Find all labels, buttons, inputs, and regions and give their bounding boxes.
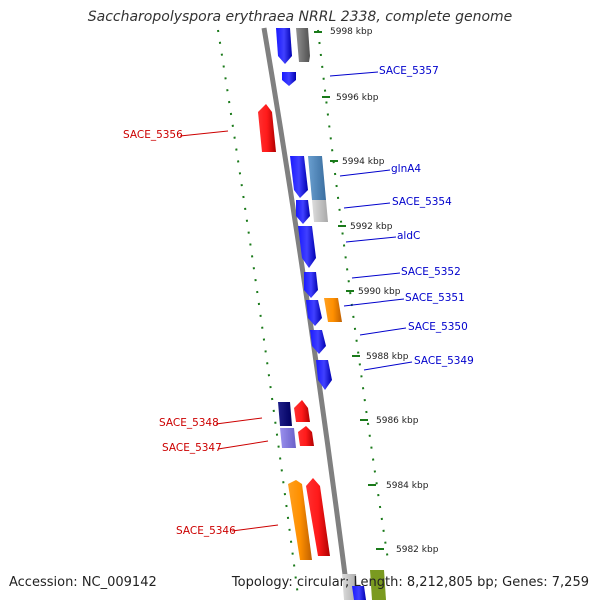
gene-label[interactable]: SACE_5354 <box>392 196 452 208</box>
gene-arrow[interactable] <box>296 28 310 62</box>
gene-label[interactable]: SACE_5356 <box>123 129 183 141</box>
gene-labels-left: SACE_5356 SACE_5348 SACE_5347 SACE_5346 <box>123 129 236 537</box>
gene-arrow[interactable] <box>306 478 330 556</box>
kbp-label: 5996 kbp <box>336 93 379 103</box>
kbp-label: 5998 kbp <box>330 27 373 37</box>
gene-arrow[interactable] <box>290 156 308 198</box>
kbp-label: 5982 kbp <box>396 545 439 555</box>
gene-label[interactable]: glnA4 <box>391 163 421 175</box>
gene-arrow[interactable] <box>258 104 276 152</box>
gene-arrow[interactable] <box>324 298 342 322</box>
genome-title: Saccharopolyspora erythraea NRRL 2338, c… <box>87 9 513 25</box>
reverse-genes <box>258 104 330 560</box>
gene-arrow[interactable] <box>306 300 322 326</box>
genome-summary: Topology: circular; Length: 8,212,805 bp… <box>231 575 589 590</box>
gene-arrow[interactable] <box>278 402 292 426</box>
gene-arrow[interactable] <box>304 272 318 298</box>
kbp-ticks <box>314 31 384 550</box>
gene-label[interactable]: SACE_5348 <box>159 417 219 429</box>
gene-arrow[interactable] <box>294 400 310 422</box>
gene-label[interactable]: SACE_5349 <box>414 355 474 367</box>
gene-arrow <box>370 570 386 600</box>
gene-label[interactable]: SACE_5346 <box>176 525 236 537</box>
gene-arrow[interactable] <box>298 226 316 268</box>
kbp-label: 5994 kbp <box>342 157 385 167</box>
gene-label[interactable]: SACE_5352 <box>401 266 461 278</box>
gene-arrow[interactable] <box>282 72 296 86</box>
gene-arrow[interactable] <box>276 28 292 64</box>
forward-genes <box>276 28 342 390</box>
kbp-label: 5988 kbp <box>366 352 409 362</box>
kbp-label: 5984 kbp <box>386 481 429 491</box>
gene-labels-right: SACE_5357 glnA4 SACE_5354 aldC SACE_5352… <box>379 65 474 367</box>
kbp-label: 5986 kbp <box>376 416 419 426</box>
accession-label: Accession: NC_009142 <box>9 575 157 590</box>
gene-arrow[interactable] <box>312 200 328 222</box>
gene-arrow[interactable] <box>288 480 312 560</box>
kbp-label: 5990 kbp <box>358 287 401 297</box>
gene-arrow[interactable] <box>280 428 296 448</box>
gene-arrow[interactable] <box>316 360 332 390</box>
left-tick-track <box>217 29 299 597</box>
gene-arrow[interactable] <box>308 156 326 200</box>
gene-arrow <box>352 586 366 600</box>
label-leaders <box>179 71 413 532</box>
gene-label[interactable]: SACE_5347 <box>162 442 222 454</box>
gene-label[interactable]: aldC <box>397 230 420 242</box>
gene-arrow[interactable] <box>298 426 314 446</box>
gene-label[interactable]: SACE_5357 <box>379 65 439 77</box>
gene-arrow[interactable] <box>296 200 310 224</box>
gene-label[interactable]: SACE_5351 <box>405 292 465 304</box>
kbp-label: 5992 kbp <box>350 222 393 232</box>
gene-label[interactable]: SACE_5350 <box>408 321 468 333</box>
gene-arrow[interactable] <box>310 330 326 354</box>
